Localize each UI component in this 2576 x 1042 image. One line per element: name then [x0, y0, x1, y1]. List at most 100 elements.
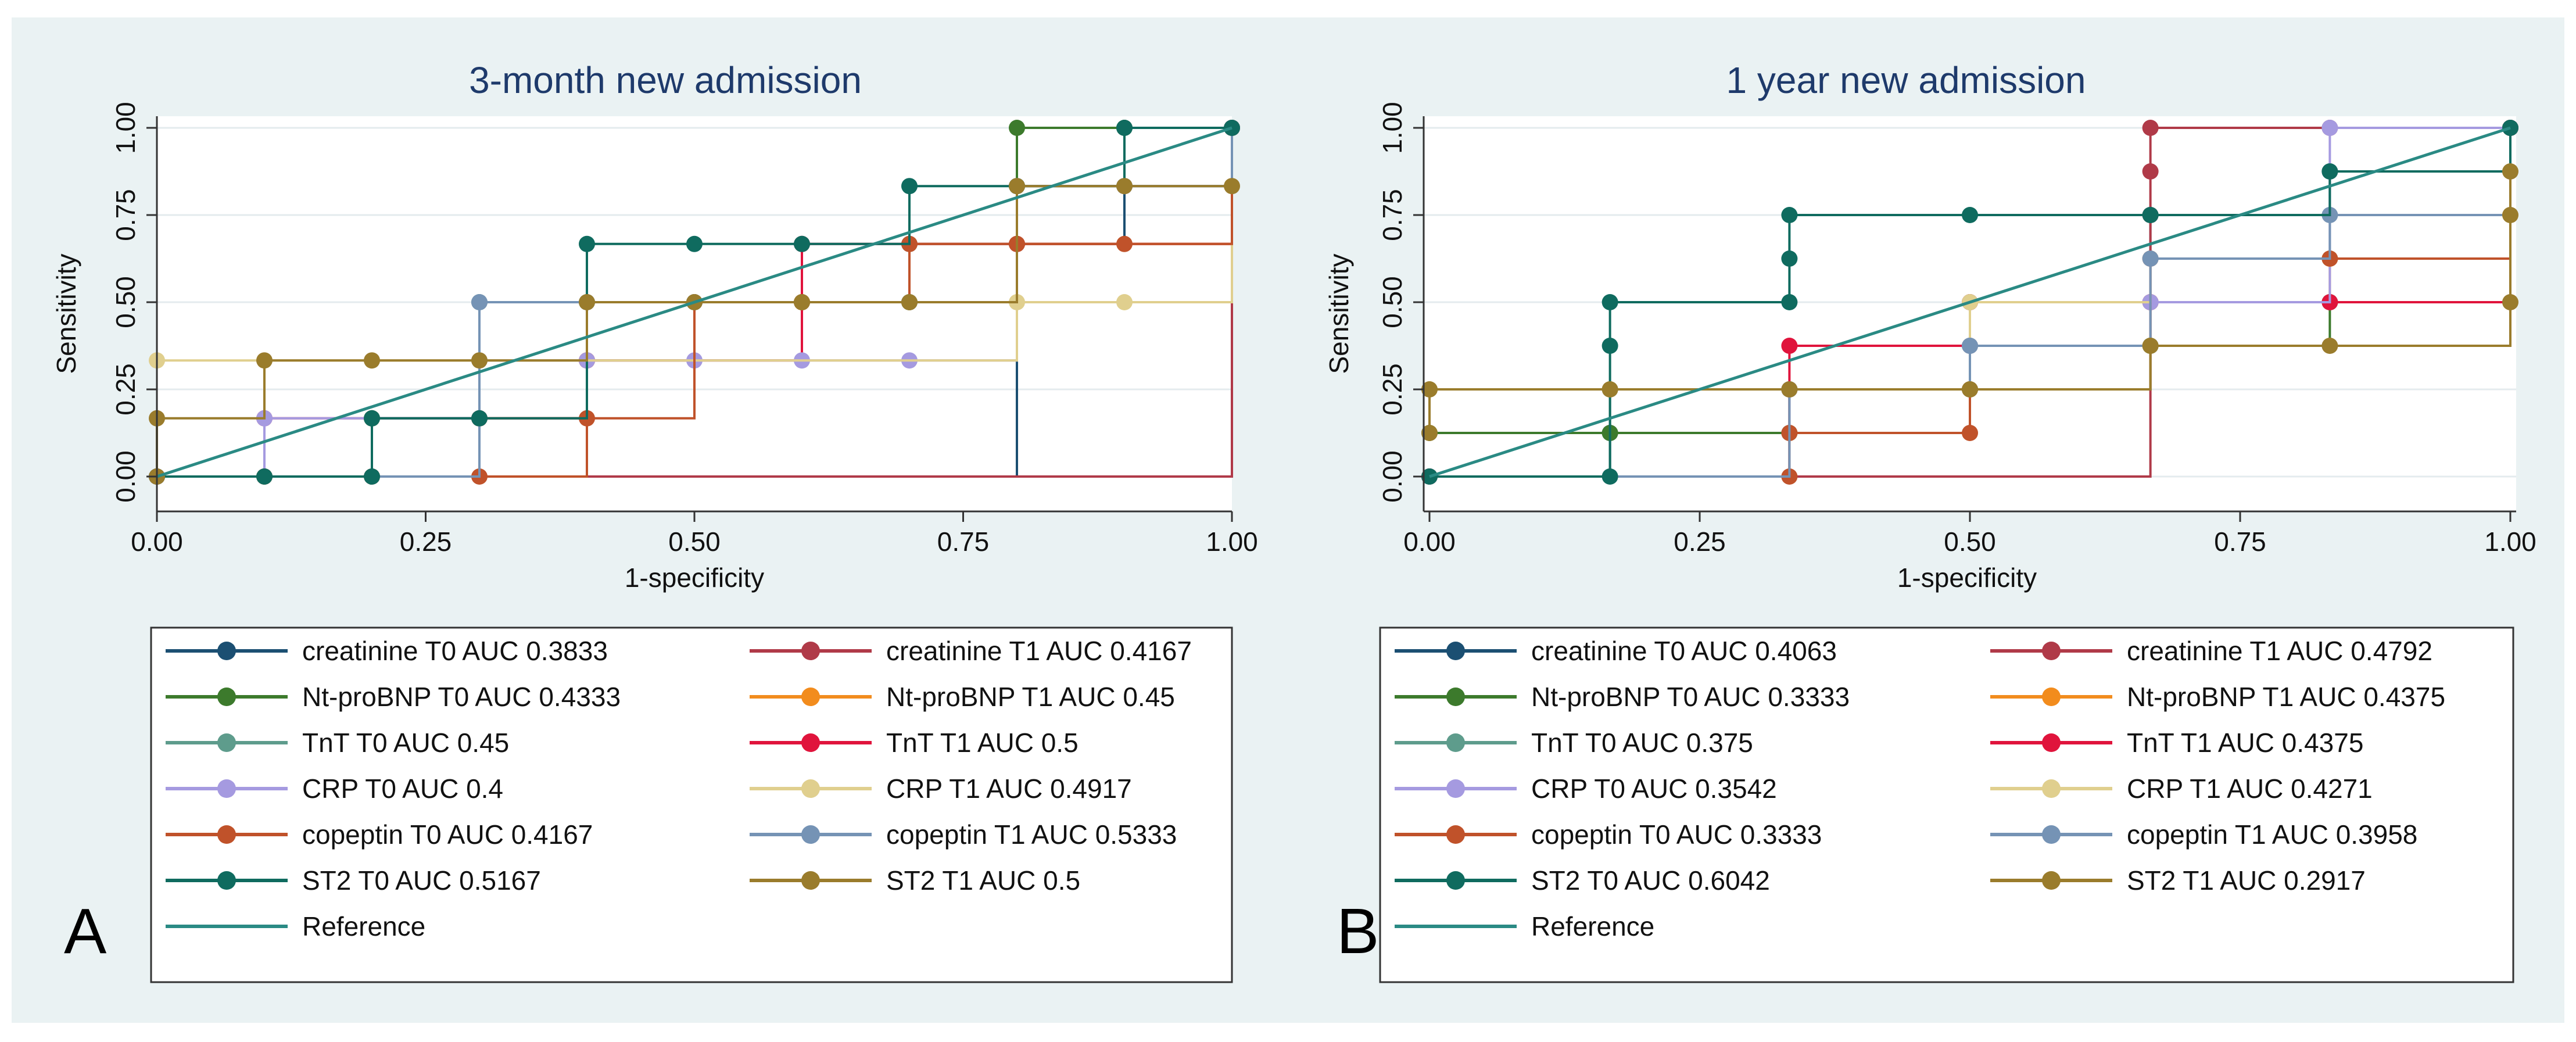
- legend-marker: [1446, 687, 1465, 706]
- panel-a-title: 3-month new admission: [469, 59, 862, 101]
- data-point: [1116, 178, 1133, 195]
- legend-marker: [2042, 642, 2061, 660]
- legend-label: ST2 T0 AUC 0.5167: [302, 865, 541, 896]
- legend-label: CRP T0 AUC 0.4: [302, 774, 503, 804]
- panel-a-x-ticks: 0.00 0.25 0.50 0.75 1.00: [131, 510, 1258, 557]
- panel-a-series: [149, 120, 1240, 485]
- legend-label: creatinine T0 AUC 0.3833: [302, 636, 608, 666]
- legend-item: creatinine T0 AUC 0.3833: [166, 636, 608, 666]
- legend-label: copeptin T0 AUC 0.4167: [302, 819, 593, 850]
- data-point: [686, 235, 703, 252]
- panel-a-y-axis-label: Sensitivity: [51, 253, 81, 374]
- panel-b-legend-box: [1379, 626, 2514, 983]
- x-tick-label: 1.00: [2484, 527, 2536, 557]
- data-point: [1421, 425, 1438, 441]
- data-point: [1009, 178, 1025, 195]
- reference-line: [156, 126, 1233, 478]
- data-point: [579, 294, 595, 310]
- legend-label: Reference: [1531, 911, 1654, 941]
- legend-marker: [801, 642, 820, 660]
- data-point: [1602, 381, 1618, 398]
- data-point: [1781, 294, 1798, 310]
- data-point: [1421, 381, 1438, 398]
- legend-marker: [217, 825, 236, 844]
- panel-b-y-axis-label: Sensitivity: [1324, 253, 1354, 374]
- y-tick-label: 1.00: [1377, 102, 1407, 154]
- legend-label: CRP T1 AUC 0.4271: [2127, 774, 2373, 804]
- legend-item: copeptin T1 AUC 0.3958: [1990, 819, 2417, 850]
- legend-item: TnT T1 AUC 0.5: [750, 728, 1079, 758]
- legend-label: creatinine T1 AUC 0.4792: [2127, 636, 2432, 666]
- legend-label: TnT T0 AUC 0.45: [302, 728, 509, 758]
- x-tick-label: 0.00: [131, 527, 183, 557]
- legend-item: CRP T0 AUC 0.3542: [1395, 774, 1777, 804]
- legend-marker: [801, 687, 820, 706]
- legend-item: Nt-proBNP T1 AUC 0.4375: [1990, 682, 2445, 712]
- legend-item: Nt-proBNP T1 AUC 0.45: [750, 682, 1175, 712]
- legend-item: copeptin T0 AUC 0.4167: [166, 819, 593, 850]
- legend-item: creatinine T0 AUC 0.4063: [1395, 636, 1837, 666]
- legend-label: CRP T1 AUC 0.4917: [886, 774, 1132, 804]
- legend-label: copeptin T1 AUC 0.3958: [2127, 819, 2417, 850]
- y-tick-label: 0.00: [1377, 450, 1407, 503]
- panel-b-series: [1421, 120, 2518, 485]
- data-point: [471, 410, 488, 427]
- panel-b-title: 1 year new admission: [1726, 59, 2086, 101]
- data-point: [1116, 235, 1133, 252]
- legend-marker: [2042, 779, 2061, 798]
- legend-item: ST2 T1 AUC 0.2917: [1990, 865, 2366, 896]
- legend-marker: [1446, 779, 1465, 798]
- legend-marker: [217, 642, 236, 660]
- data-point: [2321, 338, 2338, 354]
- legend-label: TnT T0 AUC 0.375: [1531, 728, 1753, 758]
- legend-label: ST2 T1 AUC 0.5: [886, 865, 1080, 896]
- legend-marker: [801, 779, 820, 798]
- series-line: [157, 128, 1233, 362]
- legend-marker: [1446, 871, 1465, 890]
- data-point: [794, 294, 810, 310]
- legend-marker: [2042, 825, 2061, 844]
- legend-item: ST2 T0 AUC 0.6042: [1395, 865, 1770, 896]
- legend-item: Reference: [1395, 911, 1654, 941]
- data-point: [364, 352, 380, 369]
- legend-item: TnT T0 AUC 0.45: [166, 728, 509, 758]
- legend-marker: [2042, 733, 2061, 752]
- legend-item: ST2 T0 AUC 0.5167: [166, 865, 541, 896]
- data-point: [2142, 338, 2159, 354]
- series-12: [156, 126, 1233, 478]
- data-point: [364, 468, 380, 485]
- panel-b-legend: creatinine T0 AUC 0.4063 creatinine T1 AU…: [1395, 636, 2445, 941]
- legend-marker: [801, 825, 820, 844]
- panel-a: 3-month new admission 0.00 0.25 0.50 0.75 1.…: [51, 59, 1258, 983]
- legend-label: TnT T1 AUC 0.4375: [2127, 728, 2363, 758]
- legend-label: copeptin T1 AUC 0.5333: [886, 819, 1177, 850]
- data-point: [1781, 338, 1798, 354]
- x-tick-label: 1.00: [1206, 527, 1258, 557]
- legend-label: creatinine T0 AUC 0.4063: [1531, 636, 1837, 666]
- x-tick-label: 0.50: [668, 527, 721, 557]
- panel-a-y-ticks: 0.00 0.25 0.50 0.75 1.00: [110, 102, 158, 511]
- y-tick-label: 0.25: [1377, 363, 1407, 416]
- data-point: [1781, 381, 1798, 398]
- legend-item: CRP T1 AUC 0.4917: [750, 774, 1132, 804]
- legend-label: Nt-proBNP T0 AUC 0.4333: [302, 682, 621, 712]
- legend-label: Reference: [302, 911, 425, 941]
- panel-b-y-ticks: 0.00 0.25 0.50 0.75 1.00: [1377, 102, 1425, 511]
- y-tick-label: 0.75: [1377, 189, 1407, 241]
- legend-marker: [217, 871, 236, 890]
- legend-item: Reference: [166, 911, 425, 941]
- data-point: [901, 294, 918, 310]
- data-point: [2142, 207, 2159, 223]
- panel-b-x-axis-label: 1-specificity: [1897, 563, 2037, 593]
- panel-b: 1 year new admission 0.00 0.25 0.50 0.75 1.0…: [1324, 59, 2536, 983]
- data-point: [256, 352, 273, 369]
- data-point: [1116, 294, 1133, 310]
- data-point: [2502, 294, 2518, 310]
- data-point: [2142, 120, 2159, 136]
- legend-marker: [801, 733, 820, 752]
- legend-marker: [2042, 687, 2061, 706]
- panel-a-legend-box: [150, 626, 1233, 983]
- legend-marker: [1446, 733, 1465, 752]
- data-point: [2321, 163, 2338, 180]
